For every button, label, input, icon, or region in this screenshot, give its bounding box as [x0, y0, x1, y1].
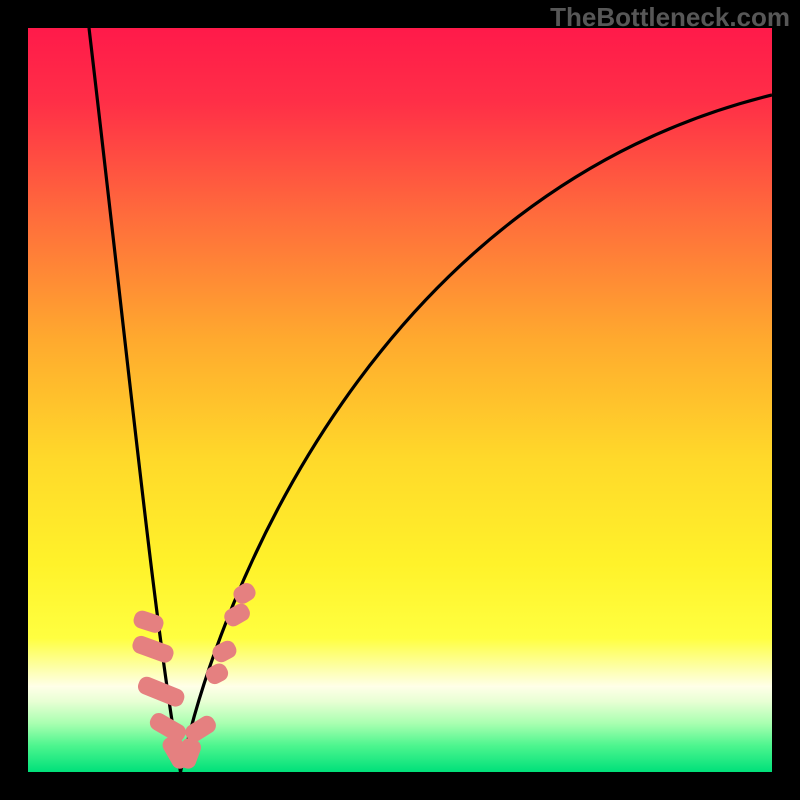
- plot-area: [28, 28, 772, 772]
- curve-marker: [203, 661, 231, 687]
- chart-svg: [28, 28, 772, 772]
- curve-marker: [130, 634, 176, 665]
- curve-markers: [130, 580, 258, 772]
- curve-marker: [136, 674, 187, 709]
- curve-marker: [210, 638, 240, 665]
- bottleneck-curve: [89, 28, 772, 772]
- watermark-text: TheBottleneck.com: [550, 2, 790, 33]
